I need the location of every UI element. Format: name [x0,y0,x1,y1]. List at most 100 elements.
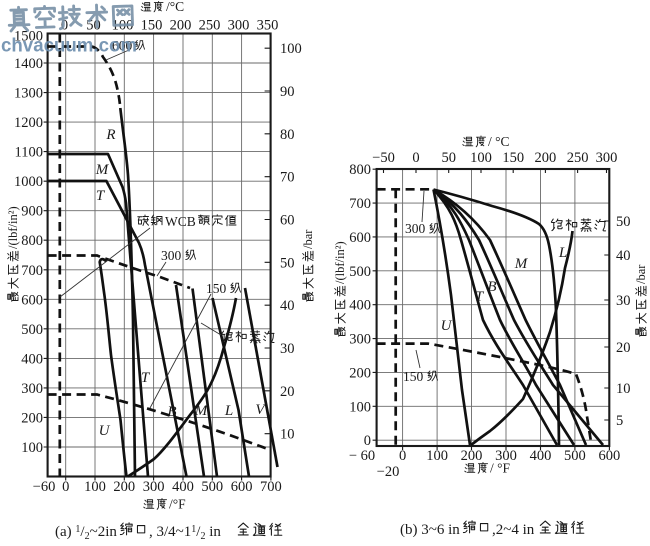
svg-text:300: 300 [596,150,618,166]
svg-text:40: 40 [280,298,295,314]
svg-text:T: T [475,289,485,305]
svg-text:U: U [99,423,111,439]
svg-text:100: 100 [426,448,448,464]
svg-text:B: B [487,279,496,295]
svg-text:200: 200 [113,479,135,495]
svg-text:800: 800 [349,162,371,178]
svg-text:− 60: − 60 [349,448,375,464]
svg-text:T: T [96,188,106,204]
svg-text:600: 600 [231,479,253,495]
svg-text:30: 30 [616,293,631,309]
svg-text:chvacuum.com: chvacuum.com [1,35,137,57]
svg-text:,2~4 in: ,2~4 in [492,522,535,538]
svg-text:/(lbf/in²): /(lbf/in²) [333,241,347,284]
svg-text:100: 100 [470,150,492,166]
svg-text:−60: −60 [33,479,56,495]
svg-text:200: 200 [535,150,557,166]
svg-text:1200: 1200 [14,115,43,131]
svg-text:10: 10 [280,427,295,443]
svg-text:/ °F: / °F [490,461,511,476]
svg-text:300: 300 [161,248,182,263]
svg-text:600: 600 [21,292,43,308]
svg-text:250: 250 [567,150,589,166]
svg-text:T: T [141,370,151,386]
svg-text:500: 500 [564,448,586,464]
svg-text:300: 300 [228,18,250,34]
svg-text:350: 350 [257,18,279,34]
svg-text:50: 50 [280,255,295,271]
svg-text:150: 150 [141,18,163,34]
svg-text:0: 0 [364,433,371,449]
svg-text:L: L [224,403,233,419]
svg-text:700: 700 [21,263,43,279]
svg-text:−50: −50 [372,150,395,166]
svg-text:800: 800 [21,233,43,249]
svg-text:90: 90 [280,84,295,100]
svg-text:L: L [558,245,567,261]
svg-text:/bar: /bar [301,229,315,249]
svg-text:250: 250 [199,18,221,34]
svg-text:150: 150 [502,150,524,166]
svg-text:WCB: WCB [165,214,196,229]
svg-text:100: 100 [280,41,302,57]
svg-text:400: 400 [530,448,552,464]
svg-text:200: 200 [349,365,371,381]
svg-text:500: 500 [201,479,223,495]
svg-text:M: M [95,162,110,178]
svg-text:M: M [194,403,209,419]
svg-text:150: 150 [206,281,227,296]
svg-text:20: 20 [616,340,631,356]
svg-text:0: 0 [62,479,69,495]
svg-text:0: 0 [412,150,419,166]
svg-text:900: 900 [21,204,43,220]
svg-text:500: 500 [21,322,43,338]
svg-text:60: 60 [280,213,295,229]
svg-text:200: 200 [461,448,483,464]
svg-text:40: 40 [616,248,631,264]
svg-text:700: 700 [349,196,371,212]
svg-text:600: 600 [349,230,371,246]
svg-text:300: 300 [143,479,165,495]
svg-text:700: 700 [260,479,282,495]
svg-text:−20: −20 [377,464,400,480]
svg-text:0: 0 [399,448,406,464]
svg-text:/°F: /°F [169,497,186,512]
svg-text:1100: 1100 [15,145,43,161]
svg-text:1300: 1300 [14,86,43,102]
svg-text:20: 20 [280,384,295,400]
svg-text:300: 300 [21,381,43,397]
svg-text:/(lbf/in²): /(lbf/in²) [6,206,20,249]
svg-text:500: 500 [349,264,371,280]
svg-text:600: 600 [112,38,133,53]
svg-text:R: R [105,127,115,143]
svg-text:/bar: /bar [634,264,648,284]
svg-text:V: V [255,402,266,418]
svg-text:/ °C: / °C [488,134,510,149]
svg-text:200: 200 [21,410,43,426]
svg-text:50: 50 [616,214,631,230]
svg-text:300: 300 [405,221,426,236]
svg-text:400: 400 [172,479,194,495]
svg-text:10: 10 [616,381,631,397]
svg-text:50: 50 [441,150,456,166]
svg-text:150: 150 [403,369,424,384]
svg-text:1400: 1400 [14,56,43,72]
svg-text:(b) 3~6 in: (b) 3~6 in [400,522,460,538]
svg-text:200: 200 [170,18,192,34]
svg-text:80: 80 [280,127,295,143]
svg-text:5: 5 [616,413,623,429]
svg-text:400: 400 [349,298,371,314]
svg-text:600: 600 [599,448,621,464]
svg-text:30: 30 [280,341,295,357]
svg-text:/°C: /°C [166,0,184,14]
svg-text:1500: 1500 [14,29,43,45]
svg-text:100: 100 [84,479,106,495]
svg-text:1000: 1000 [14,174,43,190]
svg-text:70: 70 [280,170,295,186]
svg-text:300: 300 [349,332,371,348]
svg-text:400: 400 [21,351,43,367]
svg-text:300: 300 [495,448,517,464]
svg-text:M: M [514,256,529,272]
svg-text:U: U [441,318,453,334]
svg-text:100: 100 [349,399,371,415]
